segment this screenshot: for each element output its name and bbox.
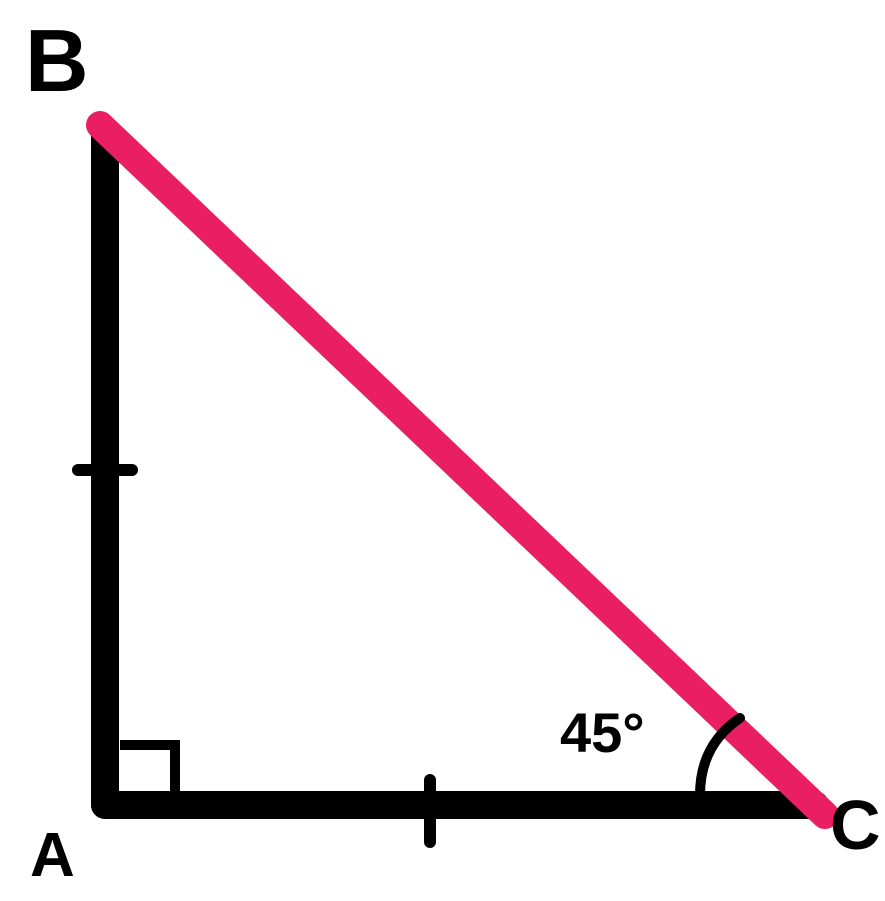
edge-bc (100, 125, 825, 815)
vertex-label-a: A (30, 820, 75, 891)
triangle-diagram (0, 0, 885, 901)
right-angle-marker (120, 745, 175, 793)
angle-label-c: 45° (560, 700, 645, 765)
vertex-label-c: C (830, 785, 881, 865)
vertex-label-b: B (25, 10, 89, 112)
